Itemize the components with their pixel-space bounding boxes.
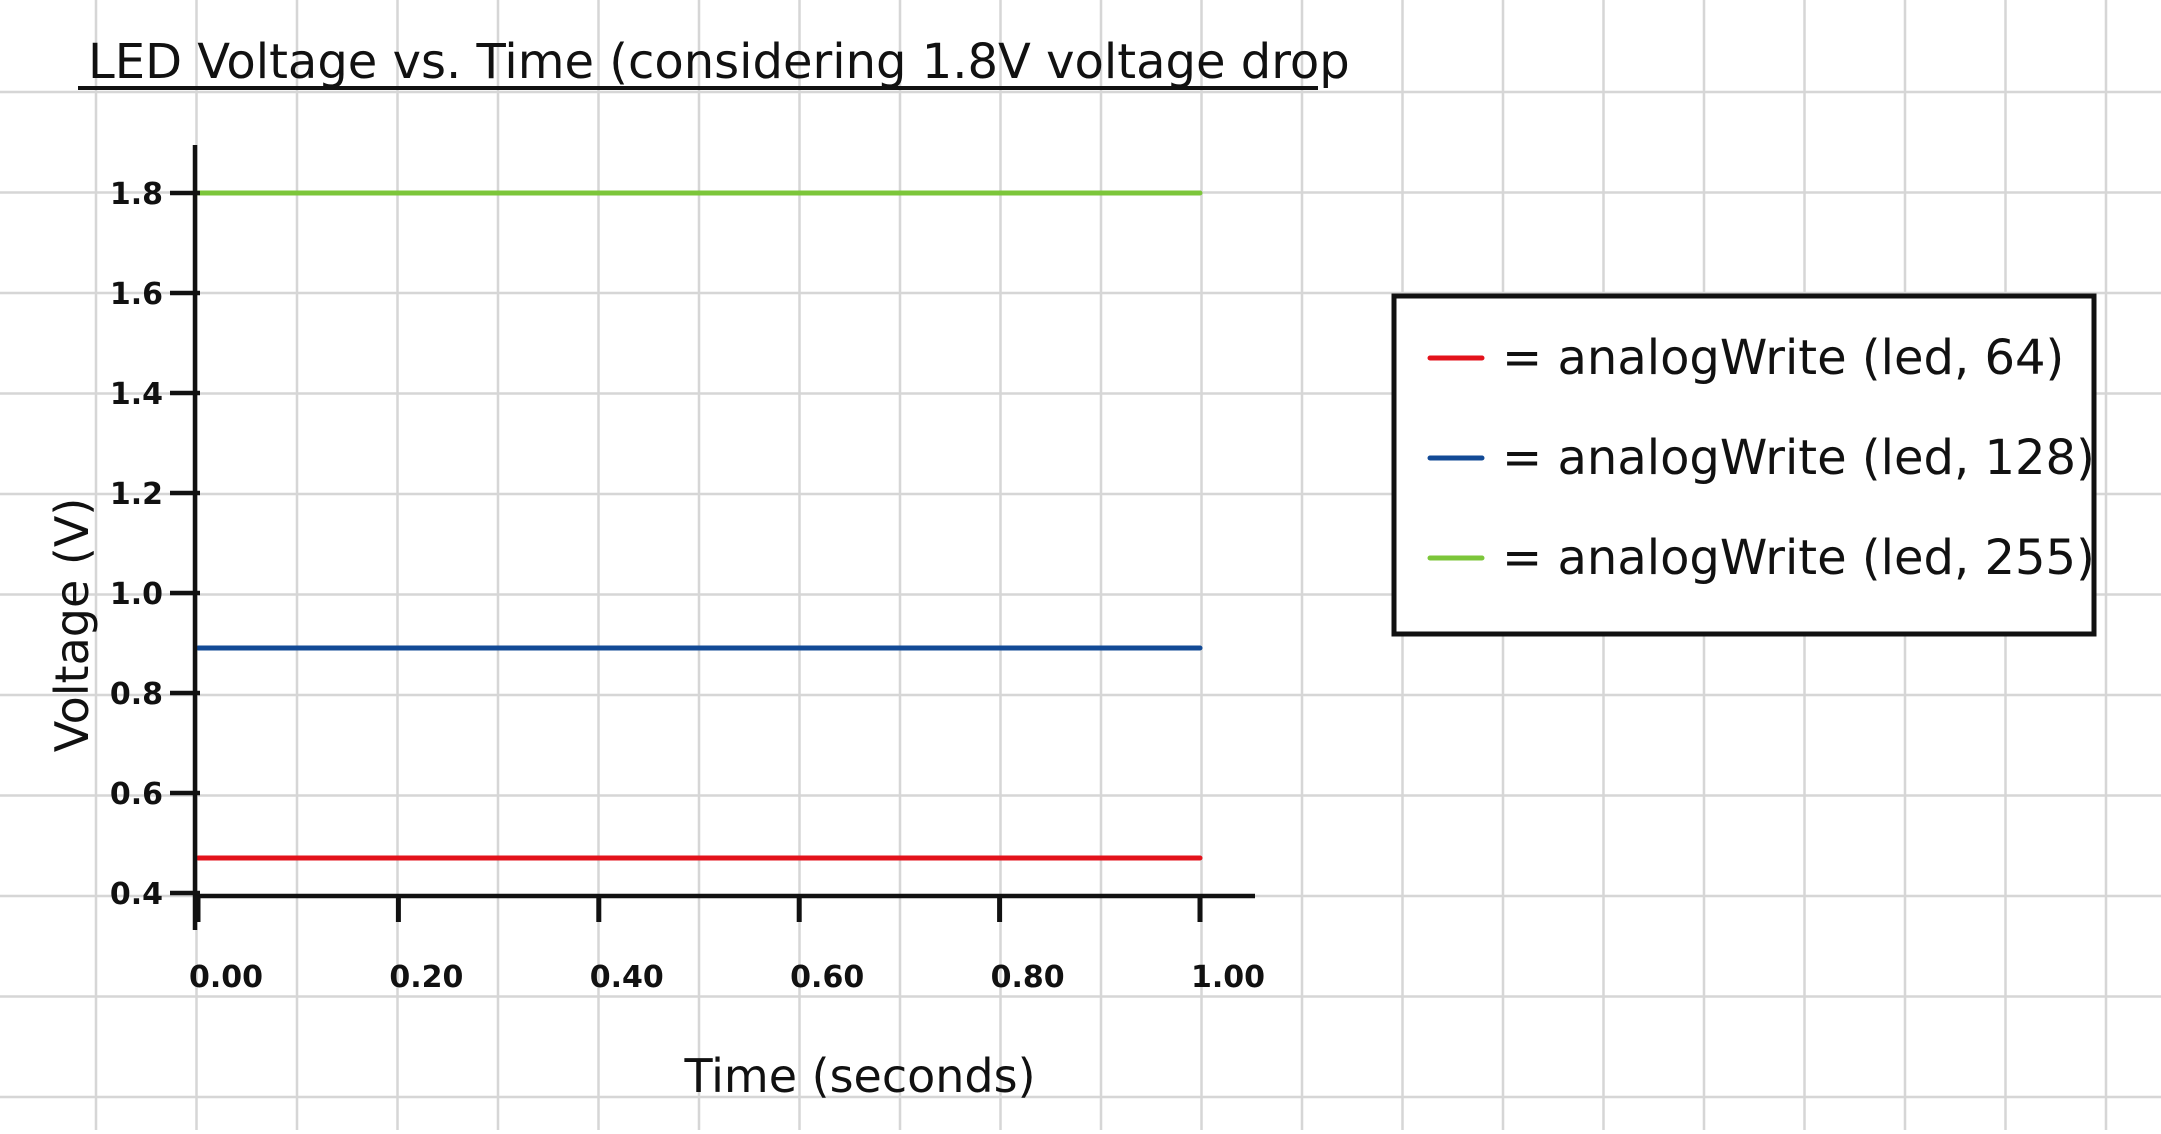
y-tick-label: 1.4 [110, 377, 163, 412]
y-axis-title: Voltage (V) [45, 498, 99, 753]
y-tick-label: 0.4 [110, 877, 163, 912]
y-tick-label: 1.0 [110, 577, 163, 612]
legend-box [1391, 293, 2097, 637]
y-tick-label: 1.6 [110, 277, 163, 312]
legend-label: = analogWrite (led, 128) [1502, 430, 2095, 486]
y-tick-label: 1.8 [110, 177, 163, 212]
x-tick-label: 0.00 [189, 960, 263, 995]
legend-label: = analogWrite (led, 64) [1502, 330, 2064, 386]
legend: = analogWrite (led, 64) = analogWrite (le… [1391, 293, 2097, 637]
x-tick-label: 1.00 [1191, 960, 1265, 995]
x-axis-ticks: 0.00 0.20 0.40 0.60 0.80 1.00 [189, 898, 1265, 995]
legend-label: = analogWrite (led, 255) [1502, 530, 2095, 586]
x-tick-label: 0.80 [991, 960, 1065, 995]
x-tick-label: 0.20 [389, 960, 463, 995]
series-lines [195, 190, 1203, 861]
x-tick-label: 0.40 [590, 960, 664, 995]
y-tick-label: 0.8 [110, 677, 163, 712]
chart-title: LED Voltage vs. Time (considering 1.8V v… [88, 34, 1350, 90]
y-tick-label: 1.2 [110, 477, 163, 512]
x-tick-label: 0.60 [790, 960, 864, 995]
y-axis-ticks: 1.8 1.6 1.4 1.2 1.0 0.8 0.6 0.4 [110, 177, 200, 912]
y-tick-label: 0.6 [110, 777, 163, 812]
x-axis-title: Time (seconds) [683, 1049, 1035, 1103]
